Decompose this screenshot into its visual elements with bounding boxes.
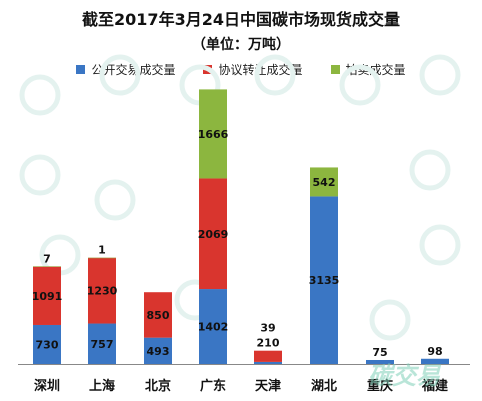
- legend-label-agreement: 协议转让成交量: [218, 63, 303, 77]
- bar-public-1: [88, 323, 116, 364]
- bar-public-7: [421, 358, 449, 364]
- data-label-public-5: 3135: [309, 274, 340, 287]
- legend-label-public: 公开交易成交量: [91, 63, 176, 77]
- legend-swatch-public: [76, 65, 86, 74]
- watermark-ring: [99, 54, 141, 96]
- bar-agreement-0: [33, 266, 61, 325]
- bar-public-4: [254, 361, 282, 364]
- x-tick-label-4: 天津: [255, 378, 281, 394]
- data-label-public-6: 75: [372, 346, 387, 359]
- data-label-agreement-4: 210: [257, 337, 280, 350]
- data-label-public-1: 757: [91, 338, 114, 351]
- x-tick-label-7: 福建: [421, 378, 448, 394]
- watermark-ring: [19, 74, 61, 116]
- legend-item-public: 公开交易成交量: [76, 61, 175, 78]
- watermark-ring: [339, 64, 381, 106]
- watermark-ring: [254, 54, 296, 96]
- bar-agreement-2: [144, 292, 172, 338]
- bar-public-5: [310, 196, 338, 364]
- watermark-ring: [409, 149, 451, 191]
- watermark-ring: [19, 154, 61, 196]
- data-label-public-2: 493: [147, 345, 170, 358]
- x-tick-label-5: 湖北: [311, 379, 337, 394]
- bar-agreement-1: [88, 257, 116, 324]
- chart-subtitle: （单位：万吨）: [192, 37, 290, 53]
- data-label-public-7: 98: [427, 345, 442, 358]
- chart-title: 截至2017年3月24日中国碳市场现货成交量: [82, 10, 400, 29]
- bar-public-2: [144, 337, 172, 364]
- data-label-public-0: 730: [36, 338, 59, 351]
- data-label-auction-5: 542: [313, 176, 336, 189]
- watermark-ring: [94, 179, 136, 221]
- bar-auction-0: [33, 266, 61, 267]
- watermark-logo: 碳交易: [368, 362, 442, 390]
- data-label-auction-3: 1666: [198, 128, 229, 141]
- bar-agreement-4: [254, 350, 282, 362]
- data-label-auction-0: 7: [43, 252, 51, 265]
- bar-agreement-3: [199, 178, 227, 290]
- data-label-agreement-2: 850: [147, 309, 170, 322]
- data-label-public-4: 39: [260, 322, 275, 335]
- watermark-ring: [419, 224, 461, 266]
- data-label-auction-1: 1: [98, 244, 106, 257]
- bar-auction-1: [88, 257, 116, 259]
- data-label-agreement-3: 2069: [198, 228, 229, 241]
- legend-swatch-auction: [330, 65, 340, 74]
- bar-auction-3: [199, 89, 227, 179]
- x-tick-label-0: 深圳: [34, 378, 60, 394]
- watermark-ring: [419, 54, 461, 96]
- data-label-agreement-0: 1091: [32, 290, 63, 303]
- watermark-ring: [369, 299, 411, 341]
- data-label-agreement-1: 1230: [87, 285, 118, 298]
- x-tick-label-3: 广东: [200, 378, 226, 394]
- x-tick-label-6: 重庆: [367, 378, 393, 394]
- data-label-public-3: 1402: [198, 321, 229, 334]
- bar-public-3: [199, 289, 227, 364]
- bar-public-6: [366, 359, 394, 364]
- x-tick-label-2: 北京: [145, 378, 171, 394]
- bar-auction-5: [310, 167, 338, 197]
- x-tick-label-1: 上海: [89, 378, 115, 394]
- bar-public-0: [33, 324, 61, 364]
